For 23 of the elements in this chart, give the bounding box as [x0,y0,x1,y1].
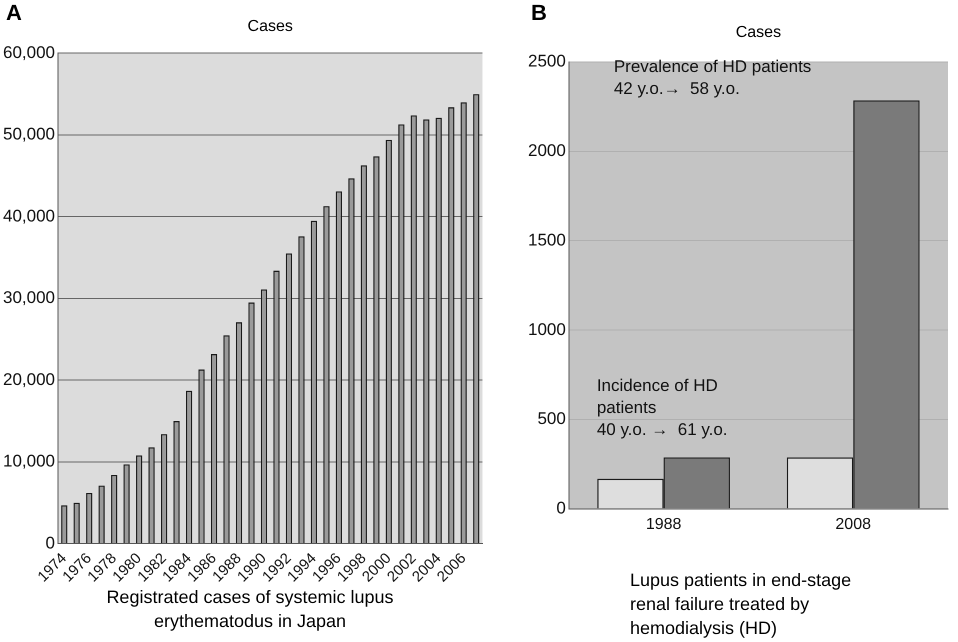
y-tick-label: 20,000 [2,370,55,389]
annotation: Prevalence of HD patients 42 y.o.→ 58 y.o. [614,56,812,100]
y-tick-label: 2500 [528,52,566,71]
x-axis-title: Lupus patients in end-stage renal failure treated by hemodialysis (HD) [630,569,852,640]
x-tick-label: 1988 [646,516,682,533]
chart-title: A [6,0,22,26]
x-tick-label: 2008 [835,516,872,533]
y-tick-label: 1000 [528,320,566,339]
y-tick-label: 2000 [528,141,566,160]
annotation: Incidence of HD patients 40 y.o. → 61 y.o. [596,374,729,441]
x-axis-title: Registrated cases of systemic lupus erythematodus in Japan [105,586,395,633]
y-tick-label: 40,000 [2,206,55,226]
y-tick-label: 10,000 [2,452,55,471]
y-tick-label: 0 [556,498,566,518]
y-tick-label: 0 [46,533,55,552]
y-tick-label: 1500 [528,230,566,250]
y-tick-label: 50,000 [2,124,55,144]
y-axis-title: Cases [736,24,782,42]
chart-title: B [531,0,547,26]
y-tick-label: 60,000 [2,42,55,62]
y-tick-label: 30,000 [2,288,55,308]
y-axis-title: Cases [248,18,293,36]
y-tick-label: 500 [537,409,566,428]
